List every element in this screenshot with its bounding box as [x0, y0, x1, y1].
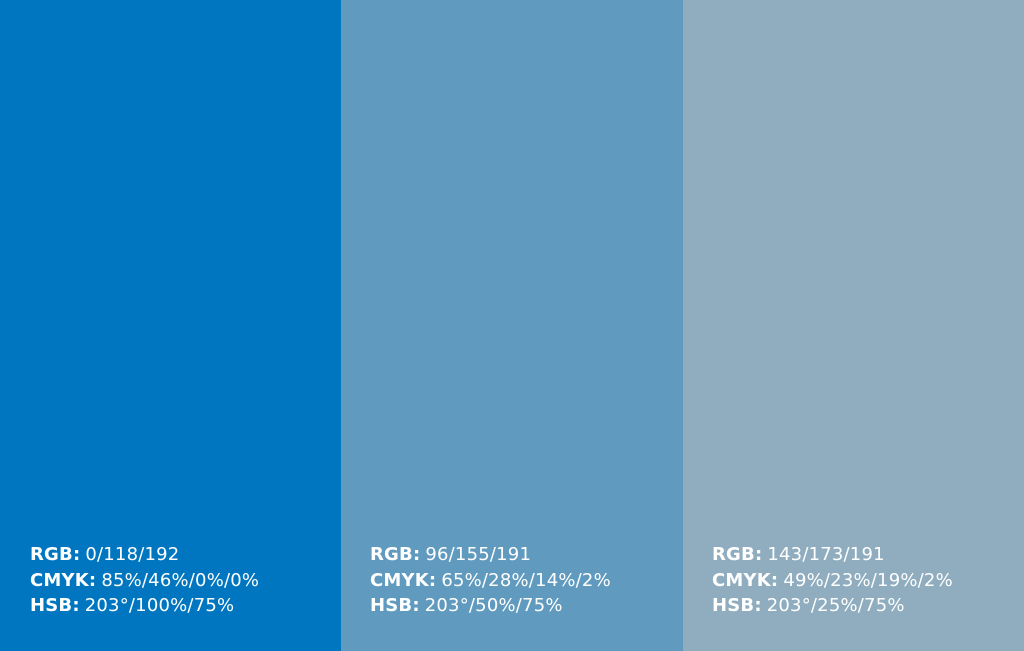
hsb-value: 203°/50%/75%: [424, 595, 563, 616]
color-specs-1: RGB: 0/118/192 CMYK: 85%/46%/0%/0% HSB: 203…: [30, 542, 259, 619]
rgb-line: RGB: 96/155/191: [370, 542, 611, 568]
cmyk-line: CMYK: 65%/28%/14%/2%: [370, 568, 611, 594]
rgb-value: 143/173/191: [767, 544, 885, 565]
cmyk-label: CMYK:: [712, 569, 779, 591]
rgb-value: 96/155/191: [425, 544, 532, 565]
cmyk-label: CMYK:: [30, 569, 97, 591]
rgb-label: RGB:: [370, 544, 421, 565]
cmyk-value: 65%/28%/14%/2%: [441, 569, 611, 591]
hsb-value: 203°/25%/75%: [766, 595, 905, 616]
color-swatch-3: RGB: 143/173/191 CMYK: 49%/23%/19%/2% HSB:…: [683, 0, 1024, 651]
rgb-label: RGB:: [30, 544, 81, 565]
hsb-label: HSB:: [712, 595, 762, 616]
hsb-line: HSB: 203°/50%/75%: [370, 593, 611, 619]
color-swatch-1: RGB: 0/118/192 CMYK: 85%/46%/0%/0% HSB: 203…: [0, 0, 341, 651]
color-specs-3: RGB: 143/173/191 CMYK: 49%/23%/19%/2% HSB:…: [712, 542, 953, 619]
hsb-label: HSB:: [370, 595, 420, 616]
cmyk-value: 49%/23%/19%/2%: [783, 569, 953, 591]
rgb-value: 0/118/192: [85, 544, 180, 565]
rgb-line: RGB: 143/173/191: [712, 542, 953, 568]
hsb-line: HSB: 203°/100%/75%: [30, 593, 259, 619]
rgb-line: RGB: 0/118/192: [30, 542, 259, 568]
cmyk-line: CMYK: 49%/23%/19%/2%: [712, 568, 953, 594]
hsb-value: 203°/100%/75%: [84, 595, 235, 616]
cmyk-label: CMYK:: [370, 569, 437, 591]
hsb-line: HSB: 203°/25%/75%: [712, 593, 953, 619]
color-swatch-2: RGB: 96/155/191 CMYK: 65%/28%/14%/2% HSB: 2…: [341, 0, 683, 651]
cmyk-value: 85%/46%/0%/0%: [101, 569, 260, 591]
color-specs-2: RGB: 96/155/191 CMYK: 65%/28%/14%/2% HSB: 2…: [370, 542, 611, 619]
cmyk-line: CMYK: 85%/46%/0%/0%: [30, 568, 259, 594]
rgb-label: RGB:: [712, 544, 763, 565]
hsb-label: HSB:: [30, 595, 80, 616]
